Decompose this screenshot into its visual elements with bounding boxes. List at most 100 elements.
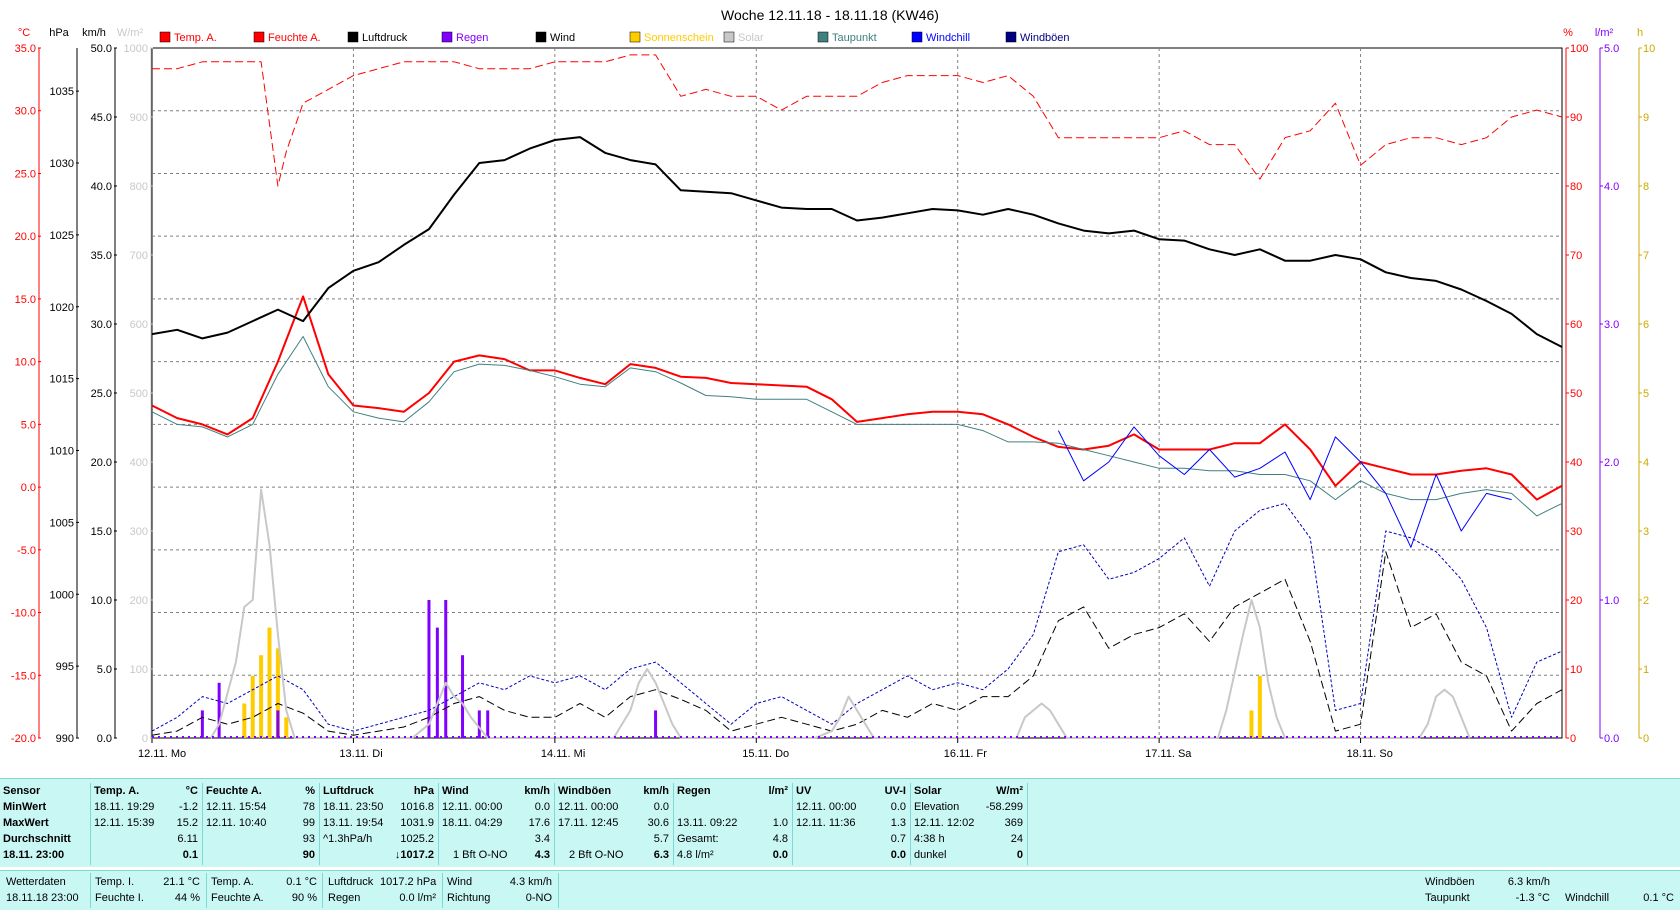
stats-press-trend: ^1.3hPa/h (323, 833, 373, 845)
series-windchill (1057, 426, 1512, 548)
stats-press-min-date: 18.11. 23:50 (323, 801, 384, 813)
stats-row-cur: 18.11. 23:00 (3, 849, 65, 861)
legend-label: Regen (456, 32, 488, 44)
hum-tick-label: 0 (1570, 733, 1576, 745)
weather-chart: Woche 12.11.18 - 18.11.18 (KW46) Temp. A… (11, 7, 1655, 760)
live-boeen: 6.3 km/h (1507, 876, 1550, 888)
temp-tick-label: -5.0 (17, 545, 36, 557)
stats-uv-head: UV (796, 785, 812, 797)
series-luftdruck (151, 136, 1563, 348)
stats-col-press: Luftdruck hPa 18.11. 23:50 1016.8 13.11. 1… (320, 783, 439, 865)
sun-tick-label: 9 (1643, 112, 1649, 124)
rain-tick-label: 5.0 (1604, 43, 1619, 55)
stats-wind-min: 0.0 (534, 801, 550, 813)
temp-tick-label: -20.0 (11, 733, 36, 745)
live-regen: 0.0 l/m² (399, 892, 436, 904)
legend-label: Solar (738, 32, 764, 44)
sun-tick-label: 0 (1643, 733, 1649, 745)
x-tick-label: 17.11. Sa (1145, 748, 1192, 760)
press-tick-label: 1010 (50, 446, 74, 458)
stats-uv-max: 1.3 (890, 817, 906, 829)
stats-wind-head: Wind (442, 785, 469, 797)
live-temp-i-label: Temp. I. (95, 876, 135, 888)
live-richtung-label: Richtung (447, 892, 491, 904)
series (151, 54, 1563, 739)
stats-solar-unit: W/m² (996, 785, 1023, 797)
stats-solar-state: dunkel (914, 849, 947, 861)
stats-uv-avg: 0.7 (890, 833, 906, 845)
stats-solar-elev: -58.299 (985, 801, 1023, 813)
live-taupunkt: -1.3 °C (1515, 892, 1550, 904)
stats-wind-max: 17.6 (528, 817, 550, 829)
temp-axis-header: °C (18, 27, 30, 39)
series-windb-en (151, 502, 1563, 732)
stats-wind-avg: 3.4 (534, 833, 550, 845)
stats-uv-cur: 0.0 (890, 849, 906, 861)
stats-rain-unit: l/m² (768, 785, 788, 797)
press-tick-label: 1035 (50, 86, 74, 98)
stats-rain-cur: 0.0 (772, 849, 788, 861)
stats-solar-hours: 4:38 h (914, 833, 945, 845)
legend-label: Wind (550, 32, 575, 44)
temp-tick-label: 15.0 (15, 294, 36, 306)
rain-bar (461, 655, 465, 738)
live-taupunkt-label: Taupunkt (1425, 892, 1470, 904)
rain-bar (444, 600, 448, 738)
temp-tick-label: 0.0 (21, 482, 36, 494)
series-taupunkt (151, 336, 1563, 517)
legend: Temp. A. Feuchte A. Luftdruck Regen Wind Sonn… (159, 31, 1070, 44)
stats-rain-head: Regen (677, 785, 711, 797)
stats-rain-total-label: Gesamt: (677, 833, 719, 845)
sunshine-bar (242, 703, 247, 738)
sun-axis-header: h (1637, 27, 1643, 39)
temp-tick-label: 25.0 (15, 168, 36, 180)
stats-temp-unit: °C (185, 785, 198, 797)
wind-tick-label: 50.0 (91, 43, 112, 55)
stats-solar-avg: 24 (1010, 833, 1023, 845)
wind-tick-label: 5.0 (97, 664, 112, 676)
hum-tick-label: 40 (1570, 457, 1582, 469)
legend-swatch (817, 31, 829, 43)
sunshine-bar (267, 627, 272, 738)
x-tick-label: 14.11. Mi (541, 748, 585, 760)
sun-tick-label: 2 (1643, 595, 1649, 607)
legend-label: Temp. A. (174, 32, 217, 44)
hum-tick-label: 70 (1570, 250, 1582, 262)
legend-swatch (629, 31, 641, 43)
legend-label: Taupunkt (832, 32, 877, 44)
press-tick-label: 1015 (50, 374, 74, 386)
x-ticks: 12.11. Mo 13.11. Di 14.11. Mi 15.11. Do 16.1… (138, 738, 1393, 760)
solar-tick-label: 0 (142, 733, 148, 745)
stats-temp-cur: 0.1 (182, 849, 198, 861)
stats-rain-max: 1.0 (772, 817, 788, 829)
wind-tick-label: 30.0 (91, 319, 112, 331)
stats-sensor-head: Sensor (3, 785, 41, 797)
series-solar (209, 488, 1471, 739)
rain-tick-label: 3.0 (1604, 319, 1619, 331)
chart-title: Woche 12.11.18 - 18.11.18 (KW46) (721, 7, 939, 23)
live-datetime: 18.11.18 23:00 (6, 892, 79, 904)
legend-label: Windböen (1020, 32, 1070, 44)
wind-tick-label: 35.0 (91, 250, 112, 262)
wind-tick-label: 20.0 (91, 457, 112, 469)
stats-temp-max: 15.2 (176, 817, 198, 829)
series-wind (151, 551, 1563, 736)
stats-uv-max-date: 12.11. 11:36 (796, 817, 856, 829)
legend-swatch (723, 31, 735, 43)
hum-tick-label: 50 (1570, 388, 1582, 400)
stats-col-gust: Windböen km/h 12.11. 00:00 0.0 17.11. 12:4… (555, 783, 674, 865)
chart-svg: Woche 12.11.18 - 18.11.18 (KW46) Temp. A… (11, 7, 1655, 760)
rain-tick-label: 4.0 (1604, 181, 1619, 193)
series-feuchte-a- (152, 54, 1563, 187)
hum-tick-label: 80 (1570, 181, 1582, 193)
temp-tick-label: 5.0 (21, 419, 36, 431)
bars (200, 600, 1262, 738)
live-richtung: 0-NO (525, 892, 552, 904)
temp-tick-label: 35.0 (15, 43, 36, 55)
stats-gust-head: Windböen (558, 785, 612, 797)
rain-bar (477, 710, 481, 738)
solar-tick-label: 1000 (124, 43, 148, 55)
stats-col-rain: Regen l/m² 13.11. 09:22 1.0 Gesamt: 4.8 4.8… (674, 783, 793, 865)
live-wind: 4.3 km/h (509, 876, 552, 888)
rain-bar (276, 710, 280, 738)
